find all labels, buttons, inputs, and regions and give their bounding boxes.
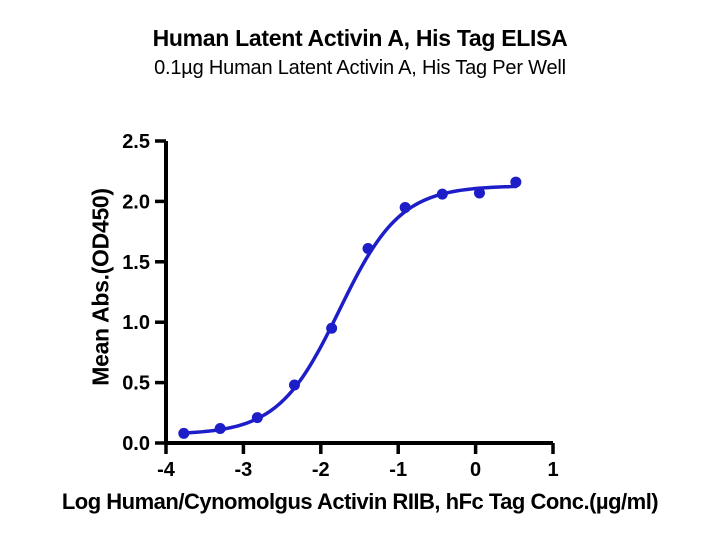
axis-tick-labels: 0.0 0.5 1.0 1.5 2.0 2.5 -4 -3 -2 -1 0 1 (122, 131, 558, 481)
data-point (399, 201, 411, 213)
x-axis-title: Log Human/Cynomolgus Activin RIIB, hFc T… (61, 489, 659, 514)
data-point (473, 187, 485, 199)
data-point (214, 423, 226, 434)
data-point (251, 412, 263, 424)
x-tick-label: -2 (312, 459, 330, 481)
y-tick-label: 1.5 (122, 252, 150, 274)
fit-curve-path (182, 184, 518, 435)
chart-subtitle: 0.1µg Human Latent Activin A, His Tag Pe… (154, 57, 566, 79)
x-tick-label: -3 (235, 459, 253, 481)
axis-ticks (155, 139, 555, 454)
chart-title: Human Latent Activin A, His Tag ELISA (152, 25, 568, 51)
y-tick-label: 1.0 (122, 312, 150, 334)
x-tick-label: 0 (470, 459, 481, 481)
y-tick-label: 0.5 (122, 373, 150, 395)
x-tick-label: 1 (547, 459, 558, 481)
x-tick-label: -1 (389, 459, 407, 481)
data-point (362, 243, 374, 255)
fit-curve (182, 184, 518, 435)
data-point (510, 176, 522, 188)
data-point (178, 427, 190, 439)
data-point (288, 379, 300, 391)
y-tick-label: 2.0 (122, 191, 150, 213)
y-tick-label: 2.5 (122, 131, 150, 153)
data-point (436, 188, 448, 200)
y-tick-label: 0.0 (122, 433, 150, 455)
data-point (326, 322, 338, 334)
x-tick-label: -4 (157, 459, 176, 481)
data-points (178, 176, 522, 439)
